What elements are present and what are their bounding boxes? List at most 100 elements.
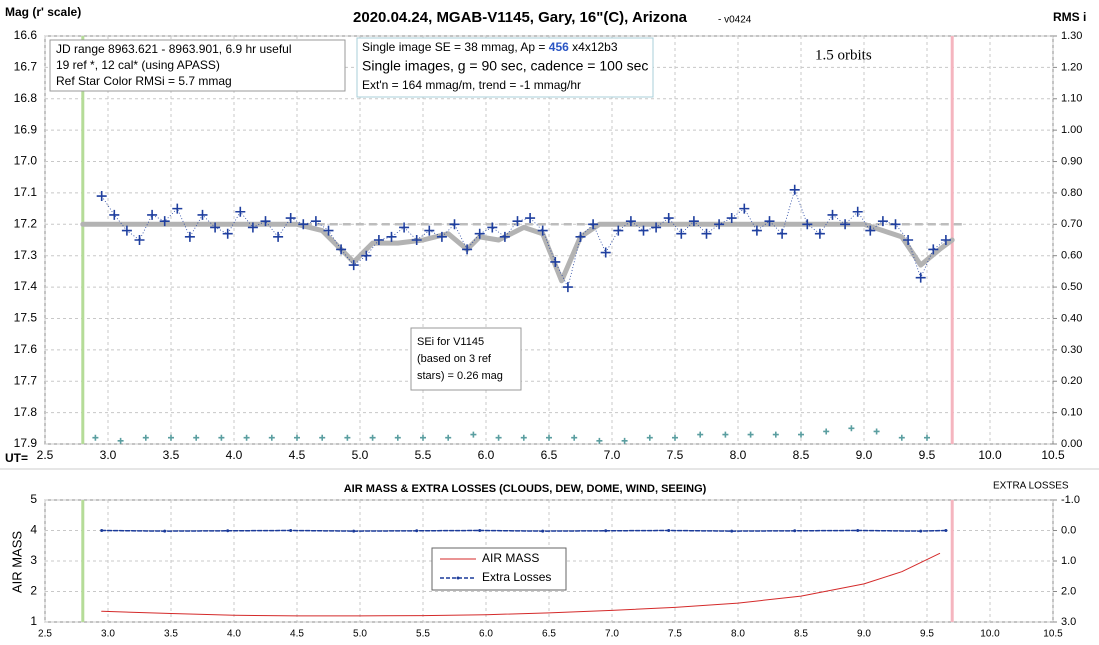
- y2-tick-label: 1.30: [1061, 30, 1082, 42]
- x-tick-label: 4.0: [227, 629, 241, 640]
- x-tick-label: 9.0: [856, 448, 873, 462]
- point: [772, 431, 779, 438]
- y2-tick-label: 0.30: [1061, 344, 1082, 356]
- annotation-frame: [356, 37, 654, 98]
- point: [512, 216, 523, 227]
- y2-tick-label: -1.0: [1061, 494, 1080, 506]
- point: [688, 216, 699, 227]
- annotation-text: Ext'n = 164 mmag/m, trend = -1 mmag/hr: [362, 78, 581, 92]
- point: [159, 216, 170, 227]
- y2-tick-label: 0.10: [1061, 407, 1082, 419]
- y2-tick-label: 0.0: [1061, 524, 1076, 536]
- point: [449, 219, 460, 230]
- x-tick-label: 2.5: [38, 629, 52, 640]
- x-tick-label: 10.0: [980, 629, 1000, 640]
- series-connector: [101, 188, 947, 289]
- y2-tick-label: 1.00: [1061, 124, 1082, 136]
- point: [424, 225, 435, 236]
- y2-tick-label: 1.10: [1061, 93, 1082, 105]
- point: [575, 231, 586, 242]
- point: [751, 225, 762, 236]
- annotation-segment: Single image SE = 38 mmag, Ap =: [362, 40, 549, 54]
- point: [462, 244, 473, 255]
- y-tick-label: 17.9: [14, 436, 38, 450]
- point: [474, 228, 485, 239]
- y-axis-label: AIR MASS: [9, 531, 24, 593]
- point: [873, 428, 880, 435]
- point: [222, 228, 233, 239]
- point: [289, 529, 293, 532]
- point: [294, 434, 300, 441]
- x-tick-label: 3.0: [101, 629, 115, 640]
- point: [134, 235, 145, 245]
- point: [865, 225, 876, 236]
- point: [210, 222, 221, 233]
- chart-title: 2020.04.24, MGAB-V1145, Gary, 16"(C), Ar…: [353, 9, 688, 26]
- x-tick-label: 5.0: [353, 629, 367, 640]
- x-tick-label: 9.0: [857, 629, 871, 640]
- point: [903, 235, 914, 245]
- point: [399, 222, 410, 233]
- x-tick-label: 8.5: [793, 448, 810, 462]
- point: [915, 272, 926, 283]
- annotation-frame: [49, 39, 346, 92]
- x-tick-label: 5.5: [416, 629, 430, 640]
- point: [802, 219, 813, 230]
- point: [663, 213, 674, 224]
- point: [739, 203, 750, 214]
- annotation-box: Single image SE = 38 mmag, Ap = 456 x4x1…: [356, 37, 654, 98]
- point: [898, 434, 905, 441]
- point: [944, 529, 948, 532]
- y2-tick-label: 1.0: [1061, 555, 1076, 567]
- y-tick-label: 17.5: [14, 311, 38, 325]
- point: [604, 529, 608, 533]
- y-tick-label: 16.6: [14, 28, 38, 42]
- y2-tick-label: 0.20: [1061, 375, 1082, 387]
- point: [814, 228, 825, 239]
- x-tick-label: 2.5: [37, 448, 54, 462]
- point: [798, 431, 804, 438]
- point: [197, 209, 208, 220]
- plots: 2.5 3.0 3.5 4.0 4.5 5.0 5.5 6.0 6.5 7.0 7.5 8.0 8.5 9…: [14, 28, 1083, 639]
- point: [420, 434, 426, 441]
- y-tick-label: 16.9: [14, 122, 38, 136]
- annotation-text: Single images, g = 90 sec, cadence = 100…: [362, 58, 648, 74]
- point: [840, 219, 851, 230]
- y2-axis-label: RMS i: [1053, 10, 1086, 24]
- point: [243, 434, 250, 441]
- point: [856, 529, 860, 532]
- point: [672, 434, 678, 441]
- chart-title: AIR MASS & EXTRA LOSSES (CLOUDS, DEW, DO…: [344, 483, 707, 495]
- series-line: [101, 552, 941, 617]
- point: [793, 529, 797, 533]
- point: [415, 529, 419, 533]
- point: [525, 213, 536, 224]
- annotation-text: (based on 3 ref: [417, 353, 492, 365]
- y-tick-label: 17.4: [14, 279, 38, 293]
- point: [121, 225, 132, 236]
- point: [646, 434, 653, 441]
- point: [928, 244, 939, 255]
- point: [852, 206, 863, 217]
- point: [848, 425, 855, 432]
- point: [109, 209, 120, 220]
- point: [676, 228, 687, 239]
- point: [625, 216, 636, 227]
- point: [168, 434, 174, 441]
- point: [260, 216, 271, 227]
- point: [487, 222, 498, 233]
- point: [621, 437, 628, 444]
- annotation-text: Single image SE = 38 mmag, Ap = 456 x4x1…: [362, 40, 618, 54]
- y-tick-label: 16.8: [14, 91, 38, 105]
- point: [352, 529, 356, 533]
- point: [411, 235, 422, 245]
- point: [789, 184, 800, 195]
- annotation-emphasis: 456: [549, 40, 569, 54]
- legend-label: AIR MASS: [482, 551, 539, 565]
- legend: AIR MASS Extra Losses: [431, 547, 567, 591]
- title-suffix: - v0424: [718, 15, 752, 26]
- y-tick-label: 17.1: [14, 185, 38, 199]
- point: [470, 431, 477, 438]
- point: [218, 434, 225, 441]
- point: [919, 529, 923, 533]
